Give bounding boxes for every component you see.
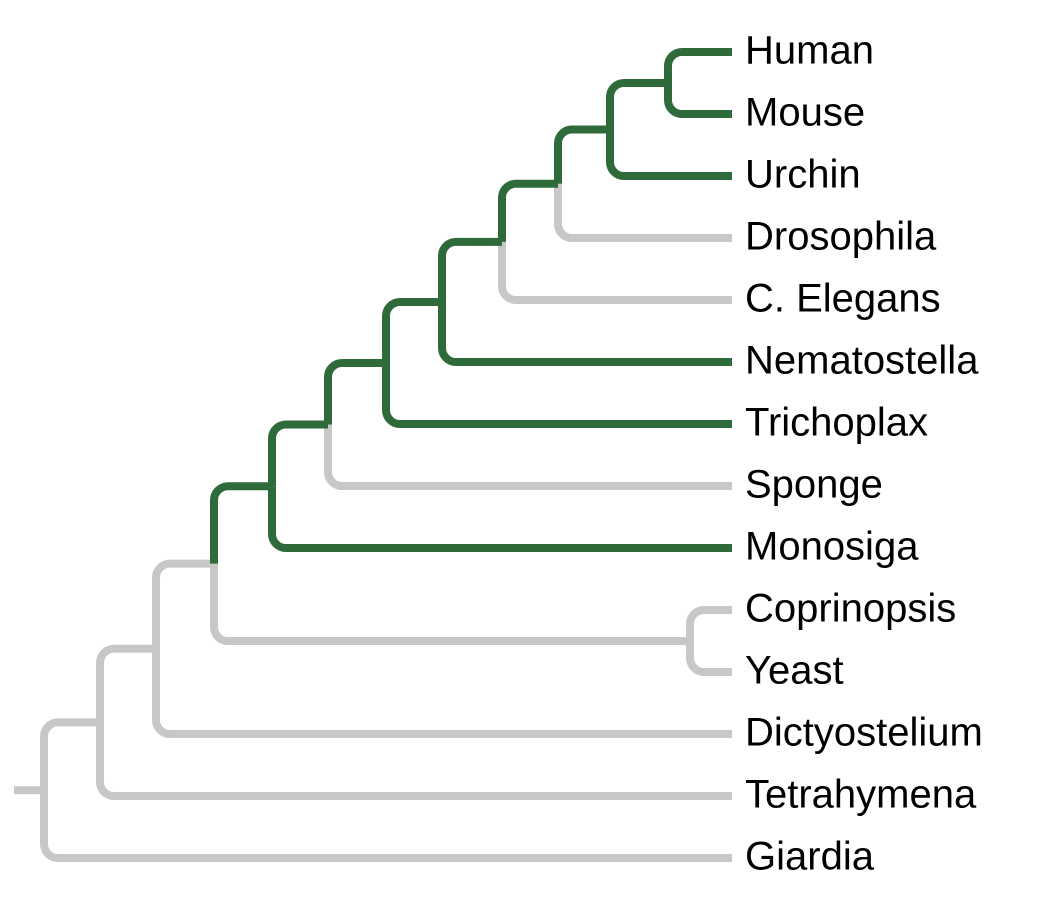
- leaf-label-coprinopsis: Coprinopsis: [745, 587, 956, 631]
- tree-branch: [610, 83, 668, 130]
- tree-branch: [610, 130, 732, 177]
- tree-branch: [214, 486, 272, 563]
- tree-branch: [502, 184, 558, 242]
- tree-branch: [442, 302, 732, 362]
- leaf-label-drosophila: Drosophila: [745, 215, 937, 259]
- tree-branch: [668, 83, 732, 114]
- tree-branch: [328, 363, 386, 425]
- tree-branch: [690, 641, 732, 672]
- tree-branch: [558, 184, 732, 238]
- tree-branch: [502, 242, 732, 300]
- leaf-label-yeast: Yeast: [745, 649, 844, 693]
- tree-branch: [100, 649, 156, 723]
- tree-branch: [690, 610, 732, 641]
- tree-branch: [668, 52, 732, 83]
- tree-branch: [328, 424, 732, 486]
- leaf-label-sponge: Sponge: [745, 463, 883, 507]
- tree-branch: [442, 242, 502, 302]
- leaf-label-monosiga: Monosiga: [745, 525, 919, 569]
- leaf-label-celegans: C. Elegans: [745, 277, 941, 321]
- tree-branch: [558, 130, 610, 184]
- leaf-label-urchin: Urchin: [745, 153, 861, 197]
- leaf-label-mouse: Mouse: [745, 91, 865, 135]
- tree-branch: [156, 564, 214, 649]
- tree-branch: [156, 649, 732, 734]
- tree-branch: [44, 722, 100, 790]
- leaf-label-giardia: Giardia: [745, 835, 875, 879]
- tree-branch: [386, 363, 732, 424]
- tree-branch: [272, 424, 328, 486]
- leaf-label-nematostella: Nematostella: [745, 339, 979, 383]
- tree-branch: [44, 790, 732, 858]
- phylogenetic-tree: Human Mouse Urchin Drosophila C. Elegans Nema…: [0, 0, 1049, 900]
- leaf-label-human: Human: [745, 29, 874, 73]
- tree-branch: [214, 564, 690, 641]
- leaf-label-dictyostelium: Dictyostelium: [745, 711, 983, 755]
- leaf-label-trichoplax: Trichoplax: [745, 401, 928, 445]
- leaf-label-tetrahymena: Tetrahymena: [745, 773, 977, 817]
- tree-branch: [386, 302, 442, 363]
- tree-branch: [272, 486, 732, 548]
